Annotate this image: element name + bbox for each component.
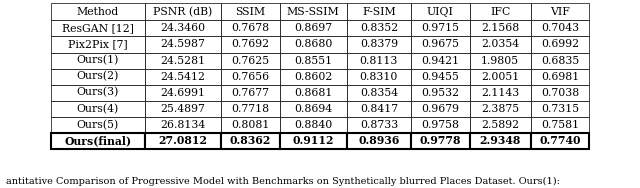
Text: antitative Comparison of Progressive Model with Benchmarks on Synthetically blur: antitative Comparison of Progressive Mod… (6, 177, 560, 186)
